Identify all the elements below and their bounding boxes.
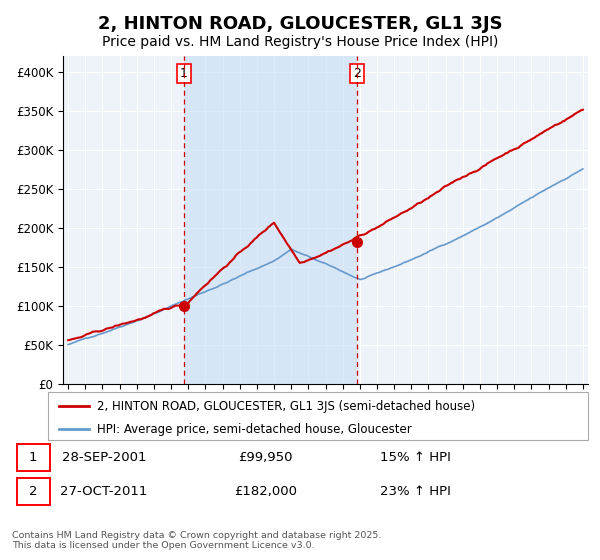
Text: £99,950: £99,950 bbox=[238, 451, 293, 464]
Text: 28-SEP-2001: 28-SEP-2001 bbox=[62, 451, 146, 464]
Text: Contains HM Land Registry data © Crown copyright and database right 2025.
This d: Contains HM Land Registry data © Crown c… bbox=[12, 531, 382, 550]
Text: HPI: Average price, semi-detached house, Gloucester: HPI: Average price, semi-detached house,… bbox=[97, 423, 412, 436]
Text: £182,000: £182,000 bbox=[234, 486, 297, 498]
FancyBboxPatch shape bbox=[17, 444, 50, 471]
Text: 27-OCT-2011: 27-OCT-2011 bbox=[61, 486, 148, 498]
Text: 1: 1 bbox=[180, 67, 188, 80]
Text: 1: 1 bbox=[29, 451, 38, 464]
Text: 2: 2 bbox=[29, 486, 38, 498]
Text: 23% ↑ HPI: 23% ↑ HPI bbox=[380, 486, 451, 498]
Text: Price paid vs. HM Land Registry's House Price Index (HPI): Price paid vs. HM Land Registry's House … bbox=[102, 35, 498, 49]
FancyBboxPatch shape bbox=[17, 478, 50, 505]
Text: 2, HINTON ROAD, GLOUCESTER, GL1 3JS: 2, HINTON ROAD, GLOUCESTER, GL1 3JS bbox=[98, 15, 502, 32]
Text: 2: 2 bbox=[353, 67, 361, 80]
Text: 2, HINTON ROAD, GLOUCESTER, GL1 3JS (semi-detached house): 2, HINTON ROAD, GLOUCESTER, GL1 3JS (sem… bbox=[97, 400, 475, 413]
Text: 15% ↑ HPI: 15% ↑ HPI bbox=[380, 451, 451, 464]
Bar bbox=[184, 56, 357, 384]
FancyBboxPatch shape bbox=[48, 392, 588, 440]
